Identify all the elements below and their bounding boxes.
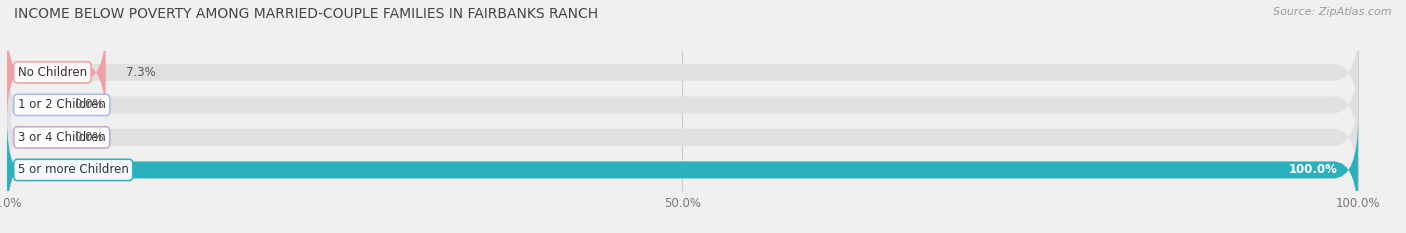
FancyBboxPatch shape xyxy=(7,120,1358,220)
FancyBboxPatch shape xyxy=(7,22,1358,123)
Text: No Children: No Children xyxy=(18,66,87,79)
Text: 100.0%: 100.0% xyxy=(1289,163,1337,176)
Text: 0.0%: 0.0% xyxy=(75,131,104,144)
Text: INCOME BELOW POVERTY AMONG MARRIED-COUPLE FAMILIES IN FAIRBANKS RANCH: INCOME BELOW POVERTY AMONG MARRIED-COUPL… xyxy=(14,7,598,21)
Text: 1 or 2 Children: 1 or 2 Children xyxy=(18,98,105,111)
Text: 7.3%: 7.3% xyxy=(127,66,156,79)
FancyBboxPatch shape xyxy=(7,22,105,123)
FancyBboxPatch shape xyxy=(7,120,1358,220)
Text: 3 or 4 Children: 3 or 4 Children xyxy=(18,131,105,144)
Text: Source: ZipAtlas.com: Source: ZipAtlas.com xyxy=(1274,7,1392,17)
FancyBboxPatch shape xyxy=(7,55,1358,155)
FancyBboxPatch shape xyxy=(7,87,1358,188)
Text: 0.0%: 0.0% xyxy=(75,98,104,111)
Text: 5 or more Children: 5 or more Children xyxy=(18,163,129,176)
